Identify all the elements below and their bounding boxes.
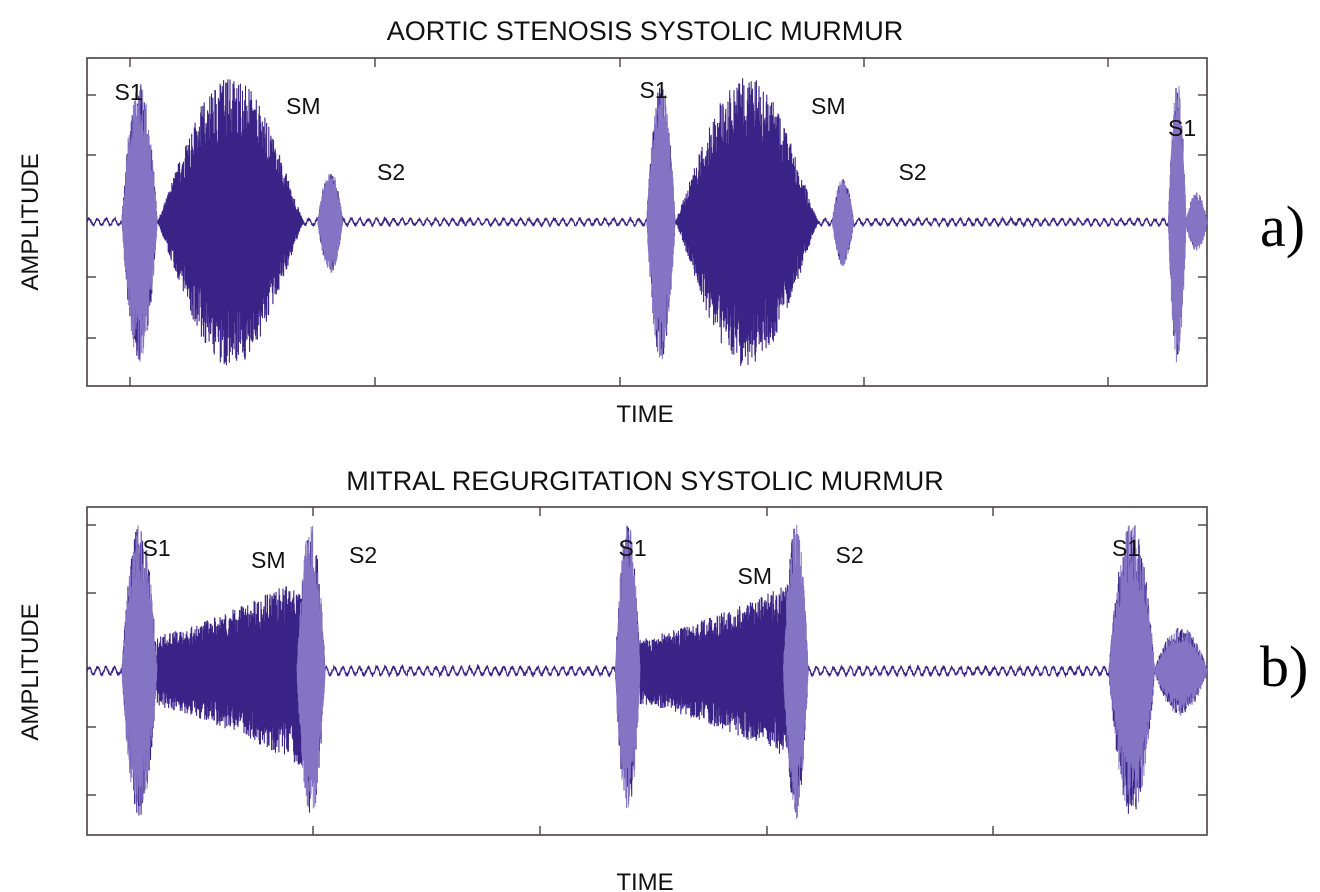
x-axis-label: TIME bbox=[616, 401, 673, 428]
heart-sound-burst bbox=[296, 525, 326, 809]
event-label: S2 bbox=[349, 542, 377, 568]
event-label: SM bbox=[286, 93, 321, 119]
chart-title: AORTIC STENOSIS SYSTOLIC MURMUR bbox=[387, 16, 904, 46]
event-label: S1 bbox=[115, 79, 143, 105]
heart-sound-burst bbox=[1168, 86, 1187, 363]
event-label: S1 bbox=[619, 535, 647, 561]
waveform-series bbox=[86, 526, 1208, 816]
heart-sound-burst bbox=[1108, 525, 1155, 803]
panel-label: a) bbox=[1260, 194, 1305, 259]
event-label: S2 bbox=[377, 159, 405, 185]
event-label: SM bbox=[811, 93, 846, 119]
event-label: S2 bbox=[836, 542, 864, 568]
heart-sound-burst bbox=[1185, 192, 1208, 251]
heart-sound-burst bbox=[615, 525, 641, 809]
event-label: S2 bbox=[899, 159, 927, 185]
y-axis-label: AMPLITUDE bbox=[17, 603, 44, 740]
panel-b: MITRAL REGURGITATION SYSTOLIC MURMUR AMP… bbox=[17, 466, 1308, 892]
event-label: S1 bbox=[143, 535, 171, 561]
heart-sound-burst bbox=[317, 174, 343, 274]
heart-sound-burst bbox=[121, 90, 158, 362]
heart-sound-burst bbox=[646, 94, 676, 360]
event-label: SM bbox=[251, 547, 286, 573]
panel-a: AORTIC STENOSIS SYSTOLIC MURMUR AMPLITUD… bbox=[17, 16, 1305, 428]
panel-label: b) bbox=[1260, 634, 1308, 699]
event-label: S1 bbox=[1112, 535, 1140, 561]
heart-sound-burst bbox=[783, 524, 809, 819]
chart-title: MITRAL REGURGITATION SYSTOLIC MURMUR bbox=[346, 466, 944, 496]
heart-sound-burst bbox=[121, 525, 158, 807]
heart-sound-burst bbox=[1154, 628, 1208, 716]
event-label: S1 bbox=[1168, 115, 1196, 141]
y-axis-label: AMPLITUDE bbox=[17, 153, 44, 290]
event-label: S1 bbox=[640, 77, 668, 103]
x-axis-label: TIME bbox=[616, 869, 673, 892]
heart-sound-burst bbox=[832, 179, 854, 267]
event-label: SM bbox=[738, 563, 773, 589]
